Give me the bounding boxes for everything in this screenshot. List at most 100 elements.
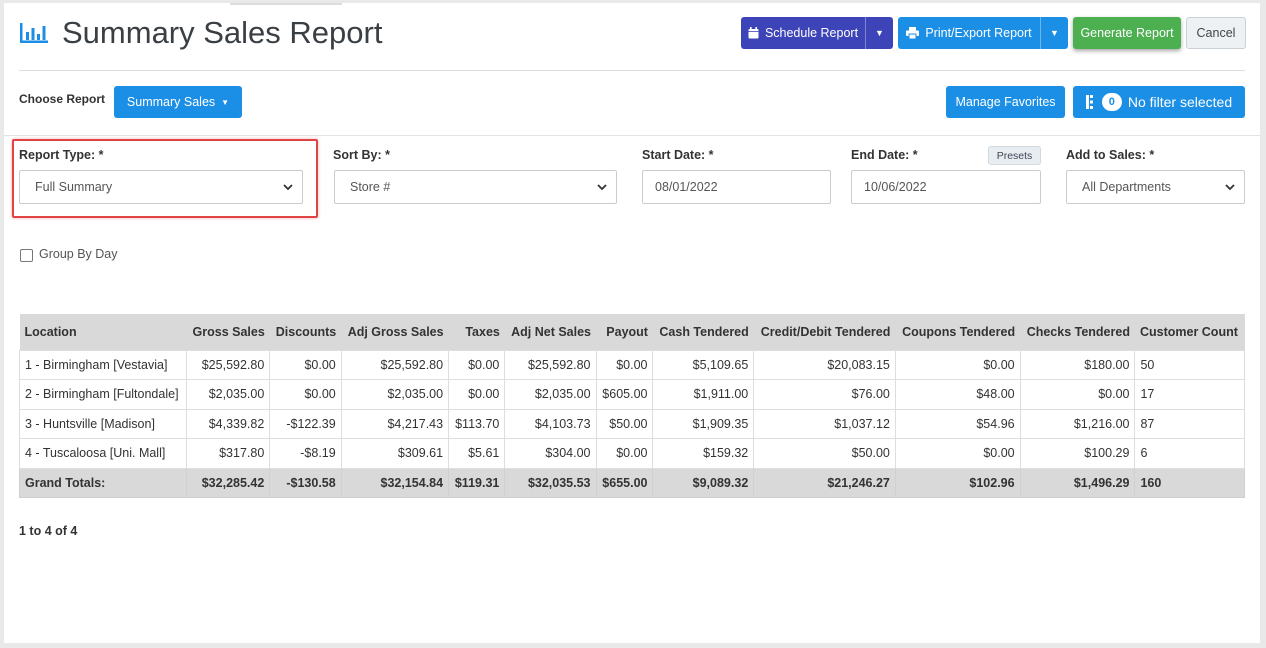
report-type-label: Report Type: * <box>19 148 104 162</box>
printer-icon <box>906 27 920 39</box>
table-cell: -$8.19 <box>269 438 342 469</box>
sort-by-value: Store # <box>350 180 391 194</box>
print-export-button[interactable]: Print/Export Report ▼ <box>898 17 1068 49</box>
table-cell: $76.00 <box>753 379 896 410</box>
manage-favorites-button[interactable]: Manage Favorites <box>946 86 1065 118</box>
table-cell: $0.00 <box>894 438 1021 469</box>
table-cell: $1,911.00 <box>652 379 755 410</box>
table-cell: $4,103.73 <box>504 408 597 439</box>
chevron-down-icon <box>597 184 607 191</box>
table-cell: $309.61 <box>340 438 450 469</box>
table-cell: $2,035.00 <box>185 379 271 410</box>
report-type-value: Full Summary <box>35 180 113 194</box>
table-cell: 4 - Tuscaloosa [Uni. Mall] <box>19 438 187 469</box>
end-date-input[interactable]: 10/06/2022 <box>851 170 1041 204</box>
total-cell: $9,089.32 <box>652 467 755 498</box>
table-cell: $0.00 <box>595 349 654 380</box>
caret-down-icon[interactable]: ▼ <box>865 17 893 49</box>
sort-by-select[interactable]: Store # <box>334 170 617 204</box>
presets-button[interactable]: Presets <box>988 146 1041 165</box>
table-cell: 17 <box>1134 379 1245 410</box>
table-cell: 50 <box>1134 349 1245 380</box>
column-header[interactable]: Customer Count <box>1134 314 1245 350</box>
grand-totals-row: Grand Totals: $32,285.42 -$130.58 $32,154.8… <box>19 467 1245 498</box>
table-cell: 2 - Birmingham [Fultondale] <box>19 379 187 410</box>
table-cell: $0.00 <box>269 349 342 380</box>
table-cell: $113.70 <box>448 408 506 439</box>
table-cell: $48.00 <box>894 379 1021 410</box>
caret-down-icon[interactable]: ▼ <box>1040 17 1068 49</box>
table-cell: $0.00 <box>1019 379 1136 410</box>
pagination-info: 1 to 4 of 4 <box>19 524 78 538</box>
start-date-input[interactable]: 08/01/2022 <box>642 170 831 204</box>
total-cell: $32,285.42 <box>185 467 271 498</box>
start-date-label: Start Date: * <box>642 148 714 162</box>
column-header[interactable]: Cash Tendered <box>652 314 754 350</box>
filter-count-badge: 0 <box>1101 93 1122 111</box>
chevron-down-icon <box>1225 184 1235 191</box>
table-cell: $0.00 <box>269 379 342 410</box>
report-select-label: Summary Sales <box>126 95 216 109</box>
filter-status-label: No filter selected <box>1127 94 1233 110</box>
print-export-label: Print/Export Report <box>925 26 1032 40</box>
column-header[interactable]: Discounts <box>269 314 342 350</box>
table-cell: $4,217.43 <box>340 408 450 439</box>
table-cell: $1,216.00 <box>1019 408 1136 439</box>
table-cell: $0.00 <box>595 438 654 469</box>
chevron-down-icon <box>283 184 293 191</box>
report-type-select[interactable]: Full Summary <box>19 170 303 204</box>
table-cell: $25,592.80 <box>504 349 597 380</box>
table-cell: $0.00 <box>448 379 506 410</box>
add-to-sales-value: All Departments <box>1082 180 1171 194</box>
table-cell: -$122.39 <box>269 408 342 439</box>
bar-chart-icon <box>20 23 48 43</box>
column-header[interactable]: Credit/Debit Tendered <box>753 314 896 350</box>
cancel-button[interactable]: Cancel <box>1186 17 1246 49</box>
column-header[interactable]: Checks Tendered <box>1020 314 1135 350</box>
column-header[interactable]: Gross Sales <box>186 314 270 350</box>
column-header[interactable]: Adj Gross Sales <box>341 314 449 350</box>
column-header[interactable]: Taxes <box>448 314 505 350</box>
total-cell: Grand Totals: <box>19 467 187 498</box>
total-cell: $21,246.27 <box>753 467 896 498</box>
table-cell: 6 <box>1134 438 1245 469</box>
table-cell: $1,909.35 <box>652 408 755 439</box>
section-divider <box>4 135 1260 136</box>
table-cell: $2,035.00 <box>504 379 597 410</box>
table-cell: 3 - Huntsville [Madison] <box>19 408 187 439</box>
table-row: 4 - Tuscaloosa [Uni. Mall] $317.80 -$8.19 $… <box>19 438 1245 469</box>
table-cell: $0.00 <box>448 349 506 380</box>
table-cell: 87 <box>1134 408 1245 439</box>
report-select-button[interactable]: Summary Sales ▼ <box>114 86 242 118</box>
table-cell: $20,083.15 <box>753 349 896 380</box>
schedule-report-button[interactable]: Schedule Report ▼ <box>741 17 893 49</box>
table-header-row: Location Gross Sales Discounts Adj Gross Sa… <box>19 314 1245 350</box>
column-header[interactable]: Payout <box>596 314 653 350</box>
table-cell: $25,592.80 <box>185 349 271 380</box>
total-cell: $655.00 <box>595 467 654 498</box>
add-to-sales-select[interactable]: All Departments <box>1066 170 1245 204</box>
filter-icon <box>1085 95 1093 109</box>
total-cell: $32,154.84 <box>340 467 450 498</box>
summary-table: Location Gross Sales Discounts Adj Gross Sa… <box>19 314 1245 498</box>
filter-button[interactable]: 0 No filter selected <box>1073 86 1245 118</box>
table-row: 1 - Birmingham [Vestavia] $25,592.80 $0.00… <box>19 349 1245 380</box>
group-by-day-checkbox[interactable] <box>20 249 33 262</box>
table-cell: 1 - Birmingham [Vestavia] <box>19 349 187 380</box>
table-cell: $5.61 <box>448 438 506 469</box>
column-header[interactable]: Location <box>19 314 187 350</box>
column-header[interactable]: Adj Net Sales <box>504 314 597 350</box>
calendar-icon <box>748 27 759 39</box>
table-cell: $605.00 <box>595 379 654 410</box>
total-cell: $119.31 <box>448 467 506 498</box>
start-date-value: 08/01/2022 <box>655 180 718 194</box>
table-cell: $317.80 <box>185 438 271 469</box>
table-row: 2 - Birmingham [Fultondale] $2,035.00 $0.0… <box>19 379 1245 410</box>
column-header[interactable]: Coupons Tendered <box>895 314 1021 350</box>
table-cell: $180.00 <box>1019 349 1136 380</box>
table-cell: $1,037.12 <box>753 408 896 439</box>
group-by-day-label[interactable]: Group By Day <box>39 247 118 261</box>
table-cell: $0.00 <box>894 349 1021 380</box>
page-title: Summary Sales Report <box>62 15 383 50</box>
generate-report-button[interactable]: Generate Report <box>1073 17 1181 49</box>
